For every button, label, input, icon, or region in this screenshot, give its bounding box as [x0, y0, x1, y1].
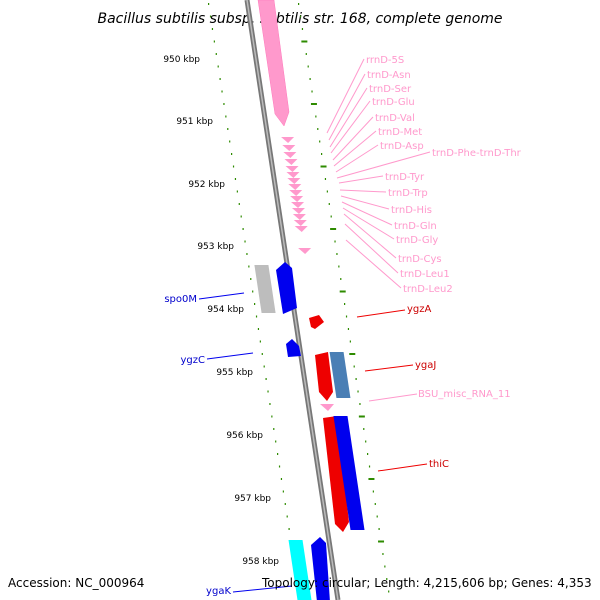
kbp-label: 956 kbp — [226, 431, 263, 441]
trna-chevron — [289, 190, 303, 196]
rna-label: trnD-His — [391, 205, 432, 216]
rna-label: trnD-Phe-trnD-Thr — [432, 148, 522, 159]
kbp-label: 951 kbp — [176, 117, 213, 127]
kbp-label: 955 kbp — [216, 368, 253, 378]
gene-label-ygaK: ygaK — [206, 586, 231, 597]
gene-labels: ygzA ygaJ thiC spo0M ygzC ygaK — [164, 294, 449, 597]
rna-leader-lines — [326, 58, 431, 289]
trna-chevron — [298, 248, 312, 254]
leader-line — [338, 175, 384, 184]
gene-steel-feature — [329, 352, 351, 398]
trna-features — [281, 137, 312, 254]
trna-chevron — [291, 208, 305, 214]
leader-line — [345, 239, 402, 289]
right-tick-track — [298, 3, 390, 593]
kbp-label: 953 kbp — [197, 242, 234, 252]
rna-label: trnD-Leu1 — [400, 269, 450, 280]
leader-line — [329, 87, 368, 148]
topology-text: Topology: circular; Length: 4,215,606 bp… — [261, 576, 592, 590]
accession-text: Accession: NC_000964 — [8, 576, 144, 590]
trna-chevron — [291, 202, 305, 208]
gene-ygaK-feature — [311, 537, 330, 600]
gene-spo0M-feature — [276, 262, 297, 314]
trna-chevron — [290, 196, 304, 202]
gene-label-ygaJ: ygaJ — [415, 360, 436, 371]
gene-label-ygzA: ygzA — [407, 304, 432, 315]
trna-chevron — [283, 152, 297, 158]
trna-chevron — [282, 145, 296, 151]
leader-line — [339, 189, 387, 193]
rna-label: BSU_misc_RNA_11 — [418, 389, 511, 400]
trna-chevron — [286, 172, 300, 178]
rna-label: trnD-Gln — [394, 221, 437, 232]
gene-thiC-blue-feature — [333, 416, 365, 530]
rna-label: trnD-Trp — [388, 188, 428, 199]
gene-label-spo0M: spo0M — [164, 294, 197, 305]
leader-line — [341, 201, 393, 226]
rna-label: trnD-Cys — [398, 254, 442, 265]
leader-line — [343, 213, 397, 259]
gene-ygzC-feature — [286, 339, 301, 357]
leader-line — [326, 58, 365, 134]
kbp-label: 958 kbp — [242, 557, 279, 567]
rna-label: trnD-Asp — [380, 141, 424, 152]
gene-ygzA-feature — [309, 315, 324, 329]
leader-line — [342, 207, 395, 240]
gene-leader-lines — [198, 292, 428, 593]
map-title: Bacillus subtilis subsp. subtilis str. 1… — [97, 11, 502, 27]
trna-chevron — [281, 137, 295, 143]
gene-label-thiC: thiC — [429, 459, 449, 470]
rna-label: trnD-Met — [378, 127, 422, 138]
trna-chevron — [294, 226, 308, 232]
kbp-label: 957 kbp — [234, 494, 271, 504]
rna-label: trnD-Ser — [369, 84, 412, 95]
rna-label: trnD-Gly — [396, 235, 438, 246]
leader-line — [332, 116, 374, 161]
gene-ygaJ-feature — [315, 352, 333, 401]
leader-line — [336, 151, 431, 179]
leader-line — [330, 100, 371, 154]
gene-label-ygzC: ygzC — [181, 355, 206, 366]
rna-label: trnD-Leu2 — [403, 284, 453, 295]
trna-chevron — [292, 214, 306, 220]
trna-chevron — [285, 166, 299, 172]
kbp-label: 950 kbp — [163, 55, 200, 65]
kbp-label: 952 kbp — [188, 180, 225, 190]
trna-chevron — [284, 159, 298, 165]
gene-gray-feature — [254, 265, 276, 313]
gene-cyan-feature — [288, 540, 312, 600]
leader-line — [344, 223, 399, 274]
trna-chevron — [288, 184, 302, 190]
trna-chevron — [287, 178, 301, 184]
rna-labels: rrnD-5S trnD-Asn trnD-Ser trnD-Glu trnD-… — [366, 55, 522, 400]
trna-chevron — [293, 220, 307, 226]
rna-label: trnD-Val — [375, 113, 415, 124]
gene-thiC-red-feature — [323, 416, 349, 532]
kbp-label: 954 kbp — [207, 305, 244, 315]
axis-labels: 950 kbp 951 kbp 952 kbp 953 kbp 954 kbp … — [163, 55, 279, 567]
rna-label: trnD-Tyr — [385, 172, 425, 183]
leader-line — [333, 130, 377, 167]
leader-line — [328, 73, 366, 141]
rna-label: trnD-Glu — [372, 97, 415, 108]
leader-line — [335, 144, 379, 173]
rrna-feature — [257, 0, 290, 127]
leader-line — [340, 195, 390, 210]
rna-label: trnD-Asn — [367, 70, 411, 81]
misc-rna-feature — [320, 404, 334, 411]
rna-label: rrnD-5S — [366, 55, 404, 66]
